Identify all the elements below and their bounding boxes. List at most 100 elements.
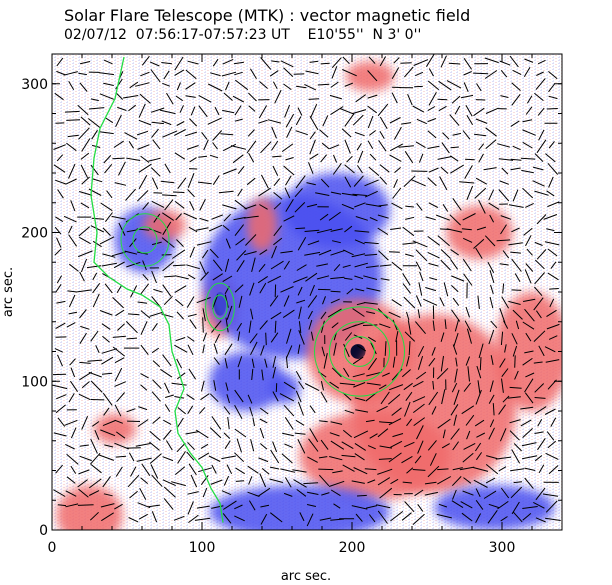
field-vector — [427, 130, 437, 139]
field-vector — [308, 98, 320, 100]
field-vector — [101, 348, 118, 354]
field-vector — [487, 510, 498, 524]
field-vector — [259, 427, 265, 439]
field-vector — [514, 273, 521, 283]
field-vector — [248, 500, 256, 511]
field-vector — [486, 455, 498, 460]
field-vector — [462, 490, 474, 496]
field-vector — [55, 322, 66, 330]
field-vector — [525, 372, 535, 378]
field-vector — [379, 323, 391, 329]
field-vector — [510, 486, 523, 499]
field-vector — [282, 309, 295, 319]
field-vector — [174, 201, 185, 209]
field-vector — [388, 251, 400, 253]
field-vector — [451, 275, 465, 282]
field-vector — [100, 202, 113, 212]
field-vector — [534, 397, 546, 399]
field-vector — [79, 444, 89, 447]
field-vector — [197, 181, 212, 185]
field-vector — [344, 332, 353, 341]
field-vector — [227, 416, 230, 430]
field-vector — [187, 491, 199, 495]
field-vector — [442, 132, 450, 140]
field-vector — [273, 192, 283, 200]
field-vector — [272, 356, 277, 368]
field-vector — [510, 120, 520, 127]
field-vector — [187, 189, 195, 198]
field-vector — [499, 180, 509, 185]
field-vector — [270, 449, 280, 464]
field-vector — [174, 56, 184, 71]
field-vector — [188, 463, 197, 476]
field-vector — [248, 105, 256, 112]
field-vector — [440, 249, 451, 259]
field-vector — [427, 106, 436, 112]
field-vector — [186, 393, 195, 401]
field-vector — [544, 408, 556, 415]
field-vector — [460, 94, 474, 99]
field-vector — [101, 356, 114, 365]
field-vector — [466, 185, 474, 200]
field-vector — [260, 57, 272, 70]
field-vector — [187, 501, 194, 515]
field-vector — [425, 216, 436, 221]
field-vector — [308, 162, 314, 174]
x-tick-label: 100 — [189, 540, 216, 556]
field-vector — [330, 440, 345, 450]
field-vector — [307, 456, 318, 463]
field-vector — [297, 286, 303, 296]
field-vector — [136, 190, 149, 202]
field-vector — [548, 95, 558, 100]
field-vector — [223, 500, 237, 510]
field-vector — [402, 481, 412, 484]
field-vector — [260, 504, 270, 508]
field-vector — [238, 295, 243, 308]
field-vector — [534, 383, 545, 393]
field-vector — [342, 464, 355, 472]
field-vector — [104, 117, 114, 124]
field-vector — [234, 452, 245, 463]
field-vector — [99, 310, 113, 316]
field-vector — [79, 309, 87, 319]
field-vector — [549, 298, 555, 308]
field-vector — [502, 283, 505, 294]
field-vector — [153, 288, 163, 293]
field-vector — [499, 263, 509, 266]
field-vector — [69, 380, 79, 392]
field-vector — [297, 236, 307, 251]
field-vector — [367, 445, 376, 450]
field-vector — [439, 176, 448, 191]
field-vector — [81, 381, 90, 389]
field-vector — [488, 189, 495, 201]
field-vector — [309, 428, 319, 443]
field-vector — [56, 70, 66, 76]
field-vector — [354, 262, 369, 268]
field-vector — [259, 282, 267, 294]
field-vector — [260, 141, 272, 154]
field-vector — [78, 226, 91, 237]
field-vector — [317, 83, 330, 86]
field-vector — [283, 67, 294, 77]
field-vector — [330, 81, 339, 88]
field-vector — [534, 431, 544, 434]
field-vector — [522, 187, 534, 199]
field-vector — [499, 308, 506, 324]
field-vector — [377, 510, 388, 524]
field-vector — [503, 320, 509, 329]
y-tick-label: 200 — [21, 226, 48, 242]
positive-patch-far-right — [494, 292, 562, 411]
field-vector — [366, 311, 376, 314]
field-vector — [142, 274, 149, 281]
field-vector — [139, 487, 147, 500]
field-vector — [298, 321, 302, 333]
field-vector — [355, 409, 369, 413]
field-vector — [236, 322, 243, 332]
field-vector — [449, 114, 460, 126]
field-vector — [524, 269, 532, 284]
field-vector — [408, 341, 411, 356]
positive-patch-upper — [247, 198, 277, 252]
field-vector — [319, 213, 329, 221]
field-vector — [354, 131, 365, 137]
